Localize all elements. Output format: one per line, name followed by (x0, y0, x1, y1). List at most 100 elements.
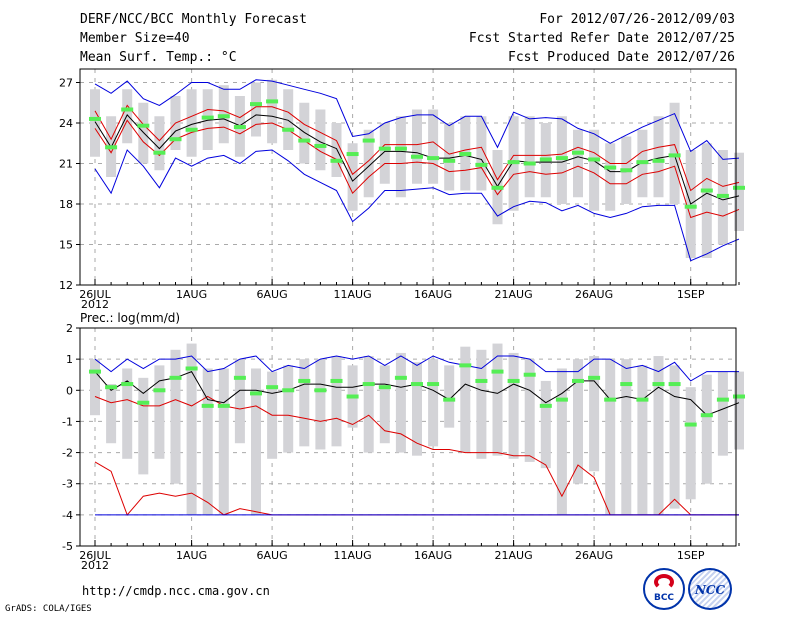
spread-bar (331, 123, 342, 177)
x-tick-label: 21AUG (495, 549, 533, 562)
spread-bar (701, 143, 712, 258)
observation-marker (250, 102, 262, 107)
y-tick-label: 1 (66, 353, 73, 366)
observation-marker (507, 160, 520, 165)
observation-marker (491, 369, 504, 374)
spread-bar (444, 365, 455, 428)
spread-bar (251, 82, 261, 137)
website-url[interactable]: http://cmdp.ncc.cma.gov.cn (82, 584, 270, 598)
x-tick-label: 16AUG (414, 288, 452, 301)
observation-marker (89, 369, 101, 374)
spread-bar (379, 365, 390, 444)
observation-marker (169, 375, 182, 380)
observation-marker (217, 114, 230, 119)
spread-bar (589, 129, 600, 211)
spread-bar (653, 116, 664, 198)
spread-bar (218, 368, 229, 515)
observation-marker (266, 385, 279, 390)
spread-bar (556, 368, 567, 515)
spread-bar (685, 387, 696, 500)
observation-marker (153, 388, 166, 393)
y-tick-label: -2 (62, 447, 73, 460)
x-tick-label: 1SEP (677, 288, 705, 301)
y-tick-label: 2 (66, 322, 73, 335)
series-line-min (94, 149, 740, 262)
member-size-label: Member Size=40 (80, 31, 190, 46)
spread-bar (202, 89, 213, 150)
spread-bar (90, 89, 100, 157)
spread-bar (428, 109, 439, 184)
observation-marker (572, 378, 584, 383)
y-tick-label: 21 (59, 158, 73, 171)
observation-marker (523, 161, 536, 166)
spread-bar (186, 343, 197, 515)
observation-marker (121, 107, 134, 112)
x-tick-label: 1SEP (677, 549, 705, 562)
spread-bar (202, 368, 213, 515)
spread-bar (122, 368, 133, 459)
x-tick-label: 6AUG (257, 288, 288, 301)
x-tick-label: 1AUG (176, 549, 207, 562)
spread-bar (476, 349, 487, 459)
observation-marker (539, 403, 552, 408)
observation-marker (636, 160, 649, 165)
observation-marker (652, 158, 665, 163)
observation-marker (411, 154, 423, 159)
observation-marker (507, 378, 520, 383)
plot-frame (79, 327, 737, 547)
x-tick-label: 26JUL (79, 549, 111, 562)
observation-marker (443, 158, 456, 163)
spread-bar (154, 116, 165, 171)
spread-bar (605, 143, 616, 211)
observation-marker (636, 397, 649, 402)
spread-bar (412, 109, 422, 184)
observation-marker (105, 145, 118, 150)
observation-marker (668, 153, 681, 158)
observation-marker (185, 366, 198, 371)
spread-bar (234, 359, 245, 444)
observation-marker (539, 157, 552, 162)
spread-bar (283, 365, 294, 453)
observation-marker (314, 143, 327, 148)
spread-bar (734, 371, 744, 450)
precipitation-title: Prec.: log(mm/d) (80, 311, 180, 325)
spread-bar (492, 343, 503, 456)
spread-bar (508, 352, 519, 459)
observation-marker (266, 99, 279, 104)
observation-marker (427, 382, 440, 387)
observation-marker (362, 138, 375, 143)
spread-bar (717, 371, 728, 456)
observation-marker (330, 378, 343, 383)
spread-bar (637, 365, 648, 515)
spread-bar (363, 356, 374, 453)
observation-marker (121, 382, 134, 387)
observation-marker (443, 397, 456, 402)
spread-bar (573, 129, 583, 198)
observation-marker (684, 204, 697, 209)
bcc-logo-swirl (654, 574, 674, 590)
x-tick-label: 11AUG (334, 288, 372, 301)
spread-bar (556, 116, 567, 204)
observation-marker (523, 372, 536, 377)
spread-bar (412, 362, 422, 456)
observation-marker (282, 127, 295, 132)
spread-bar (428, 359, 439, 447)
observation-marker (572, 150, 584, 155)
observation-marker (153, 150, 166, 155)
spread-bar (395, 352, 406, 453)
observation-marker (233, 375, 246, 380)
spread-bar (395, 116, 406, 198)
observation-marker (427, 156, 440, 161)
observation-marker (716, 397, 729, 402)
observation-marker (394, 146, 407, 151)
series-line-lower (94, 119, 740, 219)
observation-marker (459, 152, 472, 157)
observation-marker (620, 382, 633, 387)
observation-marker (411, 382, 423, 387)
observation-marker (346, 394, 359, 399)
spread-bar (90, 359, 100, 416)
observation-marker (604, 397, 617, 402)
spread-bar (267, 79, 278, 144)
y-tick-label: 18 (59, 198, 73, 211)
